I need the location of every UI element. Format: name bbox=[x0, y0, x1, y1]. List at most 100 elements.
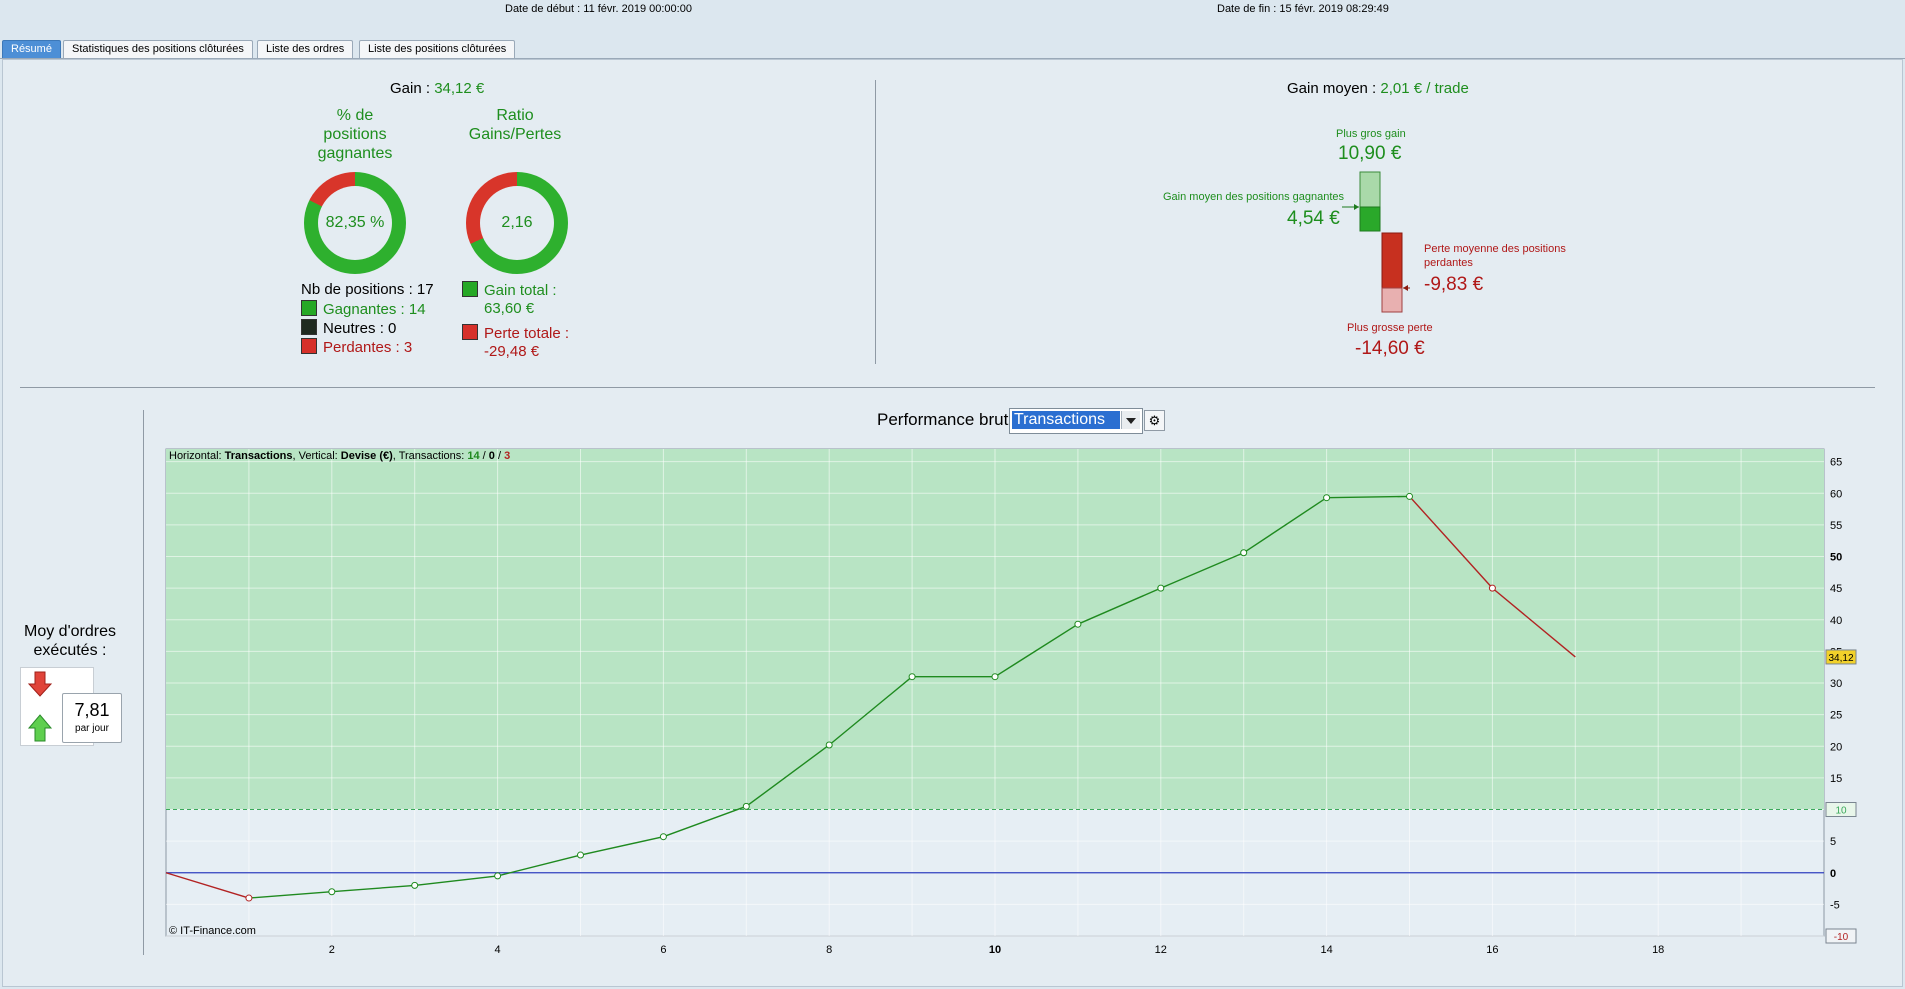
data-point bbox=[1323, 494, 1331, 502]
data-point bbox=[742, 802, 750, 810]
green-square-icon bbox=[462, 281, 478, 297]
up-down-arrows-icon bbox=[27, 671, 53, 742]
moy-ordres-label: Moy d'ordres exécutés : bbox=[18, 622, 122, 660]
max-loss-bar bbox=[1381, 287, 1403, 313]
nb-positions: Nb de positions : 17 bbox=[301, 281, 434, 298]
perte-totale-item: Perte totale : bbox=[462, 324, 569, 342]
ratio-value: 2,16 bbox=[480, 186, 554, 260]
y-tick-label: 20 bbox=[1830, 741, 1842, 753]
min-value-tag-box bbox=[1825, 928, 1857, 944]
start-date: Date de début : 11 févr. 2019 00:00:00 bbox=[505, 3, 692, 15]
pct-donut: 82,35 % bbox=[304, 172, 406, 274]
series-segment bbox=[1160, 552, 1244, 589]
tab-stats-positions[interactable]: Statistiques des positions clôturées bbox=[63, 40, 253, 58]
x-tick-label: 6 bbox=[660, 944, 666, 956]
perte-totale-value: -29,48 € bbox=[484, 343, 540, 360]
gain-perte-bars bbox=[1342, 171, 1410, 313]
series-segment bbox=[1243, 497, 1327, 554]
black-square-icon bbox=[301, 319, 317, 335]
gain-moyen-line: Gain moyen : 2,01 € / trade bbox=[1287, 80, 1469, 97]
x-tick-label: 18 bbox=[1652, 944, 1664, 956]
y-tick-label: 0 bbox=[1830, 868, 1836, 880]
ratio-title: Ratio Gains/Pertes bbox=[460, 106, 570, 144]
series-segment bbox=[165, 872, 250, 899]
neutres-text: Neutres : 0 bbox=[323, 320, 397, 337]
y-tick-label: -5 bbox=[1830, 899, 1840, 911]
tab-resume[interactable]: Résumé bbox=[2, 40, 61, 58]
y-tick-label: 45 bbox=[1830, 583, 1842, 595]
ratio-donut: 2,16 bbox=[466, 172, 568, 274]
x-tick-label: 14 bbox=[1320, 944, 1332, 956]
data-point bbox=[1406, 492, 1413, 500]
moy-ordres-value: 7,81 bbox=[74, 700, 110, 720]
x-tick-label: 16 bbox=[1486, 944, 1498, 956]
last-value-tag: 34,12 bbox=[1828, 653, 1853, 664]
gagnantes-text: Gagnantes : 14 bbox=[323, 301, 426, 318]
pct-value: 82,35 % bbox=[318, 186, 392, 260]
top-bar: Date de début : 11 févr. 2019 00:00:00 D… bbox=[0, 0, 1905, 22]
pct-title-line1: % de bbox=[336, 107, 374, 124]
pct-title: % de positions gagnantes bbox=[300, 106, 410, 163]
series-segment bbox=[1408, 495, 1493, 589]
series-segment bbox=[1326, 495, 1410, 499]
plus-grosse-perte-value: -14,60 € bbox=[1355, 338, 1425, 359]
up-arrow-icon bbox=[27, 714, 53, 742]
plus-gros-gain-label: Plus gros gain bbox=[1336, 128, 1406, 140]
wrench-icon[interactable]: ⚙ bbox=[1144, 410, 1165, 431]
data-point bbox=[494, 872, 502, 880]
threshold-tag-box bbox=[1825, 802, 1857, 818]
data-point bbox=[328, 888, 336, 896]
gain-moyen-label: Gain moyen : bbox=[1287, 80, 1381, 97]
y-tick-label: 5 bbox=[1830, 836, 1836, 848]
gain-label: Gain : bbox=[390, 80, 435, 97]
perte-totale-label: Perte totale : bbox=[484, 325, 570, 342]
red-square-icon bbox=[462, 324, 478, 340]
plus-grosse-perte-label: Plus grosse perte bbox=[1347, 322, 1433, 334]
end-date: Date de fin : 15 févr. 2019 08:29:49 bbox=[1217, 3, 1389, 15]
perte-moyenne-value: -9,83 € bbox=[1424, 274, 1484, 295]
series-segment bbox=[663, 805, 747, 838]
gain-total-value: 63,60 € bbox=[484, 300, 535, 317]
data-point bbox=[411, 881, 419, 889]
tab-liste-ordres[interactable]: Liste des ordres bbox=[257, 40, 354, 58]
gain-moyen-value: 2,01 € / trade bbox=[1380, 80, 1469, 97]
gagnantes-item: Gagnantes : 14 bbox=[301, 300, 426, 318]
moy-ordres-card: 7,81 par jour bbox=[20, 667, 122, 746]
chevron-down-icon[interactable] bbox=[1121, 411, 1140, 429]
y-tick-label: 65 bbox=[1830, 457, 1842, 469]
series-segment bbox=[497, 854, 581, 877]
tab-liste-positions[interactable]: Liste des positions clôturées bbox=[359, 40, 516, 58]
data-point bbox=[245, 894, 253, 902]
down-arrow-icon bbox=[27, 671, 53, 697]
gain-total-label: Gain total : bbox=[484, 282, 557, 299]
gain-total-item: Gain total : bbox=[462, 281, 557, 299]
chart-title: Performance brute bbox=[877, 410, 1018, 429]
vertical-divider bbox=[875, 80, 876, 364]
arrow-icon bbox=[1403, 285, 1408, 291]
chart-info-text: Horizontal: Transactions, Vertical: Devi… bbox=[169, 450, 510, 462]
ratio-title-line2: Gains/Pertes bbox=[468, 126, 562, 143]
moy-ordres-line1: Moy d'ordres bbox=[24, 623, 116, 640]
data-point bbox=[659, 833, 667, 841]
data-point bbox=[825, 741, 833, 749]
x-tick-label: 4 bbox=[495, 944, 501, 956]
y-tick-label: 30 bbox=[1830, 678, 1842, 690]
series-segment bbox=[994, 623, 1079, 678]
y-tick-label: 60 bbox=[1830, 488, 1842, 500]
data-point bbox=[1488, 584, 1496, 592]
y-tick-label: 15 bbox=[1830, 773, 1842, 785]
gain-moyen-gagnantes-value: 4,54 € bbox=[1287, 208, 1340, 229]
green-square-icon bbox=[301, 300, 317, 316]
avg-gain-bar bbox=[1359, 206, 1381, 232]
gain-total-line: Gain : 34,12 € bbox=[390, 80, 484, 97]
gain-moyen-gagnantes-label: Gain moyen des positions gagnantes bbox=[1163, 191, 1345, 203]
last-value-tag-box bbox=[1825, 649, 1857, 665]
perdantes-item: Perdantes : 3 bbox=[301, 338, 412, 356]
x-tick-label: 10 bbox=[989, 944, 1001, 956]
ratio-title-line1: Ratio bbox=[496, 107, 534, 124]
chart-mode-select[interactable]: Transactions bbox=[1009, 408, 1143, 434]
x-tick-label: 8 bbox=[826, 944, 832, 956]
data-point bbox=[908, 673, 916, 681]
series-segment bbox=[745, 744, 830, 807]
